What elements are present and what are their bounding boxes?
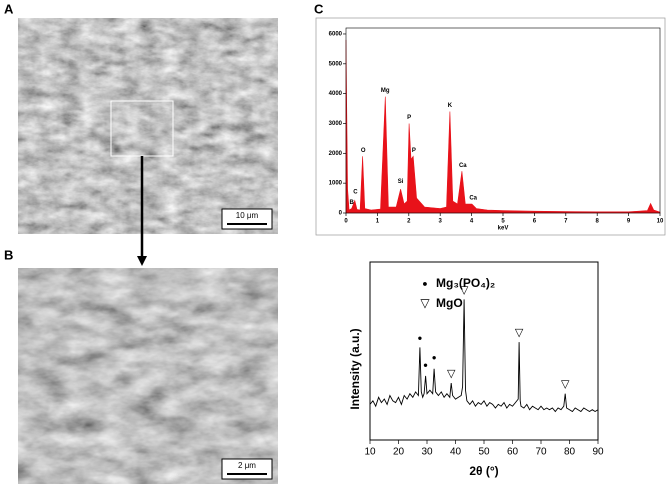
peak-marker: ●: [423, 360, 428, 369]
x-tick-label: 8: [596, 218, 600, 224]
sem-image: [18, 268, 278, 484]
scale-bar-label: 2 μm: [238, 461, 256, 470]
peak-label: K: [448, 103, 453, 109]
peak-label: Ca: [469, 196, 477, 202]
pattern-line: [369, 299, 599, 413]
peak-marker: ▽: [561, 379, 570, 391]
y-tick-label: 5000: [329, 61, 343, 67]
scale-bar-label: 10 μm: [236, 211, 259, 220]
sem-image: [18, 18, 278, 234]
xrd-frame: [335, 255, 617, 485]
x-tick-label: 70: [535, 447, 547, 458]
peak-marker: ▽: [447, 368, 456, 380]
peak-marker: ▽: [515, 327, 524, 339]
x-tick-label: 2: [407, 218, 411, 224]
x-tick-label: 0: [344, 218, 348, 224]
x-tick-label: 20: [393, 447, 405, 458]
x-tick-label: 3: [439, 218, 443, 224]
legend-label: MgO: [436, 296, 463, 310]
x-tick-label: 30: [421, 447, 433, 458]
panel-label: B: [4, 247, 13, 262]
peak-label: C: [353, 190, 358, 196]
legend-symbol: ●: [422, 278, 427, 288]
y-axis-label: Intensity (a.u.): [348, 328, 362, 409]
peak-label: B: [349, 200, 354, 206]
peak-label: Mg: [381, 88, 390, 94]
x-tick-label: 7: [564, 218, 568, 224]
peak-label: P: [412, 148, 416, 154]
x-tick-label: 90: [592, 447, 604, 458]
peak-marker: ▽: [460, 284, 469, 296]
legend-label: Mg₃(PO₄)₂: [436, 276, 495, 290]
eds-frame: [315, 17, 666, 236]
y-tick-label: 2000: [329, 151, 343, 157]
x-tick-label: 6: [533, 218, 537, 224]
peak-label: Ca: [459, 163, 467, 169]
y-tick-label: 3000: [329, 121, 343, 127]
x-tick-label: 4: [470, 218, 474, 224]
x-tick-label: 40: [450, 447, 462, 458]
x-tick-label: 80: [564, 447, 576, 458]
x-tick-label: 50: [478, 447, 490, 458]
spectrum-area: [345, 39, 661, 214]
x-tick-label: 10: [364, 447, 376, 458]
y-tick-label: 6000: [329, 32, 343, 38]
x-axis-label: 2θ (°): [469, 464, 498, 478]
legend-symbol: ▽: [420, 296, 430, 310]
peak-label: Si: [398, 179, 404, 185]
panel-label: A: [4, 1, 14, 16]
peak-label: O: [361, 148, 366, 154]
arrow-head: [137, 256, 147, 266]
peak-marker: ●: [417, 334, 422, 343]
x-tick-label: 9: [627, 218, 631, 224]
x-tick-label: 1: [376, 218, 380, 224]
y-tick-label: 1000: [329, 181, 343, 187]
panel-label: C: [314, 1, 324, 16]
y-tick-label: 4000: [329, 91, 343, 97]
y-tick-label: 0: [339, 211, 343, 217]
peak-marker: ●: [432, 353, 437, 362]
x-tick-label: 10: [657, 218, 664, 224]
peak-label: P: [407, 115, 411, 121]
x-tick-label: 5: [501, 218, 505, 224]
x-tick-label: 60: [507, 447, 519, 458]
x-axis-label: keV: [498, 226, 509, 232]
